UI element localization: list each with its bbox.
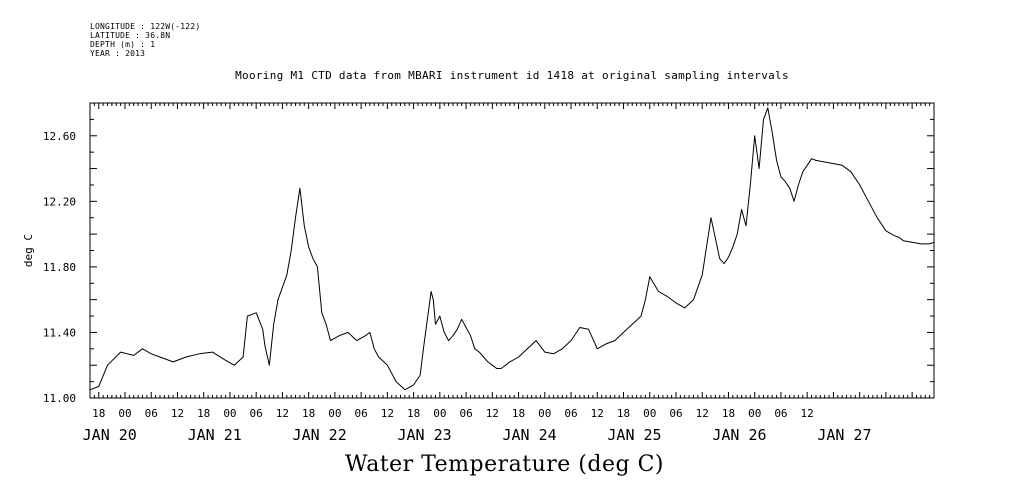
x-axis-day-labels: JAN 20 JAN 21 JAN 22 JAN 23 JAN 24 JAN 25 JAN … bbox=[83, 426, 872, 444]
x-hour-label: 06 bbox=[355, 407, 368, 420]
x-hour-label: 18 bbox=[302, 407, 315, 420]
x-hour-label: 12 bbox=[696, 407, 709, 420]
x-hour-label: 12 bbox=[276, 407, 289, 420]
x-hour-label: 06 bbox=[669, 407, 682, 420]
x-hour-label: 00 bbox=[538, 407, 551, 420]
x-hour-label: 06 bbox=[145, 407, 158, 420]
x-hour-label: 06 bbox=[564, 407, 577, 420]
x-hour-label: 00 bbox=[328, 407, 341, 420]
x-axis-hour-labels: 18 00 06 12 18 00 06 12 18 00 06 12 18 00 06 12 18 00 06 12… bbox=[92, 407, 814, 420]
x-hour-label: 18 bbox=[722, 407, 735, 420]
x-hour-label: 18 bbox=[407, 407, 420, 420]
figure-caption: Water Temperature (deg C) bbox=[345, 452, 664, 477]
x-hour-label: 00 bbox=[748, 407, 761, 420]
plot-frame bbox=[89, 102, 935, 399]
latitude-text: LATITUDE : 36.8N bbox=[90, 31, 171, 40]
y-tick-label: 11.00 bbox=[43, 392, 76, 405]
x-day-label: JAN 27 bbox=[817, 426, 871, 444]
y-tick-label: 11.80 bbox=[43, 261, 76, 274]
x-hour-label: 12 bbox=[486, 407, 499, 420]
x-hour-label: 18 bbox=[512, 407, 525, 420]
x-hour-label: 00 bbox=[433, 407, 446, 420]
y-tick-label: 12.20 bbox=[43, 195, 76, 208]
y-axis-tick-labels: 11.00 11.40 11.80 12.20 12.60 bbox=[43, 130, 76, 405]
x-hour-label: 00 bbox=[643, 407, 656, 420]
x-day-label: JAN 23 bbox=[398, 426, 452, 444]
x-day-label: JAN 25 bbox=[607, 426, 661, 444]
x-hour-label: 06 bbox=[250, 407, 263, 420]
metadata-block: LONGITUDE : 122W(-122) LATITUDE : 36.8N … bbox=[90, 22, 200, 58]
axis-ticks bbox=[89, 102, 935, 399]
x-day-label: JAN 24 bbox=[502, 426, 556, 444]
y-axis-label: deg C bbox=[22, 234, 35, 267]
y-tick-label: 12.60 bbox=[43, 130, 76, 143]
series-line-0 bbox=[89, 107, 935, 391]
x-day-label: JAN 21 bbox=[188, 426, 242, 444]
x-hour-label: 18 bbox=[92, 407, 105, 420]
x-hour-label: 00 bbox=[223, 407, 236, 420]
x-day-label: JAN 26 bbox=[712, 426, 766, 444]
x-hour-label: 12 bbox=[171, 407, 184, 420]
year-text: YEAR : 2013 bbox=[90, 49, 146, 58]
x-hour-label: 12 bbox=[591, 407, 604, 420]
y-tick-label: 11.40 bbox=[43, 326, 76, 339]
x-hour-label: 00 bbox=[118, 407, 131, 420]
series-layer bbox=[89, 107, 935, 391]
x-hour-label: 18 bbox=[197, 407, 210, 420]
x-hour-label: 12 bbox=[801, 407, 814, 420]
chart-title: Mooring M1 CTD data from MBARI instrumen… bbox=[235, 69, 789, 82]
depth-text: DEPTH (m) : 1 bbox=[90, 40, 156, 49]
longitude-text: LONGITUDE : 122W(-122) bbox=[90, 22, 201, 31]
x-hour-label: 12 bbox=[381, 407, 394, 420]
x-hour-label: 06 bbox=[459, 407, 472, 420]
x-hour-label: 06 bbox=[774, 407, 787, 420]
x-hour-label: 18 bbox=[617, 407, 630, 420]
x-day-label: JAN 22 bbox=[293, 426, 347, 444]
x-day-label: JAN 20 bbox=[83, 426, 137, 444]
